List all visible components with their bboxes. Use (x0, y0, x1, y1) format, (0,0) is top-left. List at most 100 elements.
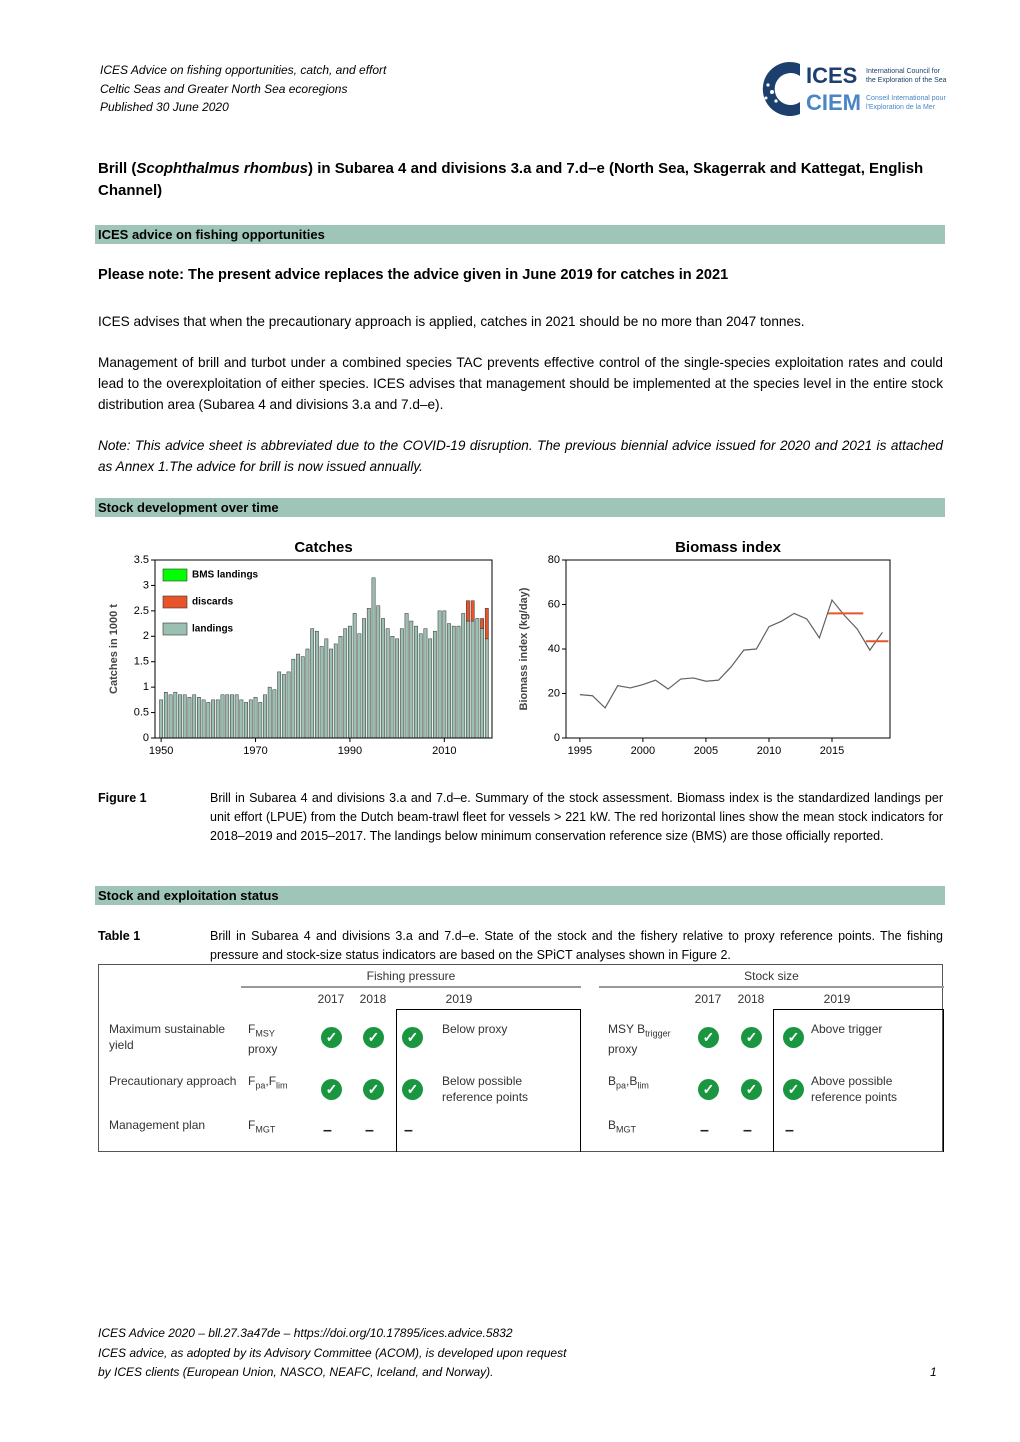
status-check: ✓ (402, 1079, 423, 1100)
bar (475, 618, 480, 739)
y-axis-label: Biomass index (kg/day) (518, 587, 530, 710)
row-label: Maximum sustainable yield (109, 1022, 226, 1052)
logo-dot (766, 83, 770, 87)
y-axis-label: Catches in 1000 t (108, 604, 120, 694)
indicator-note: proxy (608, 1042, 638, 1057)
header-line: ICES Advice on fishing opportunities, ca… (100, 63, 387, 77)
bar (286, 671, 291, 739)
status-check: ✓ (741, 1027, 762, 1048)
header-line: Celtic Seas and Greater North Sea ecoreg… (100, 82, 348, 96)
bar (201, 699, 206, 739)
indicator-subscript: MSY (255, 1028, 275, 1039)
bar (423, 628, 428, 739)
bar (239, 699, 244, 739)
table-label: Table 1 (98, 929, 141, 943)
row-label: Management plan (109, 1118, 206, 1132)
footer-line: ICES advice, as adopted by its Advisory … (98, 1346, 567, 1360)
indicator-text: ,F (265, 1074, 277, 1088)
year-header: 2017 (694, 992, 722, 1006)
status-dash: – (365, 1122, 374, 1139)
y-tick-label: 2.5 (134, 605, 149, 617)
indicator: Bpa,Blim (608, 1073, 649, 1093)
indicator-subscript: MGT (616, 1124, 637, 1135)
bar (173, 691, 178, 739)
bar (253, 697, 258, 739)
plot-frame (565, 559, 891, 739)
y-tick-label: 0 (554, 732, 560, 744)
indicator-text: MSY B (608, 1022, 646, 1036)
legend-swatch (162, 595, 188, 609)
status-text: Above possible reference points (811, 1074, 898, 1104)
legend-swatch (162, 568, 188, 582)
status-check: ✓ (698, 1079, 719, 1100)
logo-name: Conseil International pour (866, 95, 946, 102)
chart-title: Biomass index (675, 539, 782, 556)
section-heading: Stock development over time (95, 498, 945, 517)
y-tick-label: 3.5 (134, 554, 149, 566)
bar (314, 630, 319, 739)
indicator-subscript: pa (255, 1080, 266, 1091)
status-dash: – (785, 1122, 794, 1139)
title-text: ) in Subarea 4 and divisions 3.a and 7.d… (98, 160, 924, 199)
status-check: ✓ (783, 1027, 804, 1048)
bar (324, 638, 329, 739)
status-dash: – (323, 1122, 332, 1139)
bar (362, 618, 366, 739)
logo: ICES CIEM International Council for the … (760, 62, 947, 116)
header-line: Published 30 June 2020 (100, 100, 229, 114)
indicator-text: B (608, 1118, 617, 1132)
bar (244, 702, 248, 739)
bar (404, 613, 409, 739)
x-tick-label: 2005 (694, 745, 718, 757)
logo-name: International Council for (866, 68, 941, 75)
bar (234, 694, 239, 739)
bar (196, 697, 201, 739)
page-number: 1 (930, 1365, 937, 1379)
figure-label: Figure 1 (98, 791, 147, 805)
indicator-text: B (608, 1074, 617, 1088)
biomass-chart: Biomass index Biomass index (kg/day) 0 20 40… (518, 539, 891, 757)
bar (319, 646, 324, 739)
logo-name: l'Exploration de la Mer (866, 104, 936, 111)
logo-dot (774, 99, 778, 103)
row-label: Precautionary approach (109, 1074, 237, 1088)
title: Brill (Scophthalmus rhombus) in Subarea … (98, 158, 948, 202)
legend-label: discards (192, 597, 234, 608)
indicator-note: proxy (248, 1042, 278, 1057)
group-rule (599, 986, 944, 988)
bar (329, 648, 333, 739)
bar (263, 694, 267, 739)
indicator: FMSY proxy (248, 1021, 277, 1057)
x-tick-label: 1995 (568, 745, 592, 757)
section-heading: ICES advice on fishing opportunities (95, 225, 945, 244)
bar (376, 605, 381, 739)
bar (163, 691, 168, 739)
year-header: 2017 (317, 992, 345, 1006)
y-tick-label: 0 (143, 732, 149, 744)
bar (470, 600, 475, 622)
bar (437, 610, 442, 739)
x-tick-label: 2010 (757, 745, 781, 757)
bar (178, 694, 182, 739)
bar (338, 636, 343, 739)
status-check: ✓ (402, 1027, 423, 1048)
paragraph: ICES advises that when the precautionary… (98, 314, 805, 329)
bar (480, 618, 484, 629)
status-check: ✓ (321, 1027, 342, 1048)
figure-caption: Brill in Subarea 4 and divisions 3.a and… (210, 791, 943, 843)
indicator: BMGT (608, 1117, 636, 1137)
bar (296, 653, 300, 739)
logo-ices: ICES (806, 63, 857, 88)
y-tick-label: 60 (548, 598, 560, 610)
footer-line: by ICES clients (European Union, NASCO, … (98, 1365, 494, 1379)
legend-swatch (162, 622, 188, 636)
bar (395, 638, 400, 739)
y-tick-label: 1.5 (134, 656, 149, 668)
bar (230, 694, 234, 739)
year-header: 2019 (445, 992, 473, 1006)
bar (466, 600, 470, 622)
logo-dot (764, 96, 768, 100)
year-box (396, 1009, 581, 1152)
data-line (579, 598, 883, 709)
